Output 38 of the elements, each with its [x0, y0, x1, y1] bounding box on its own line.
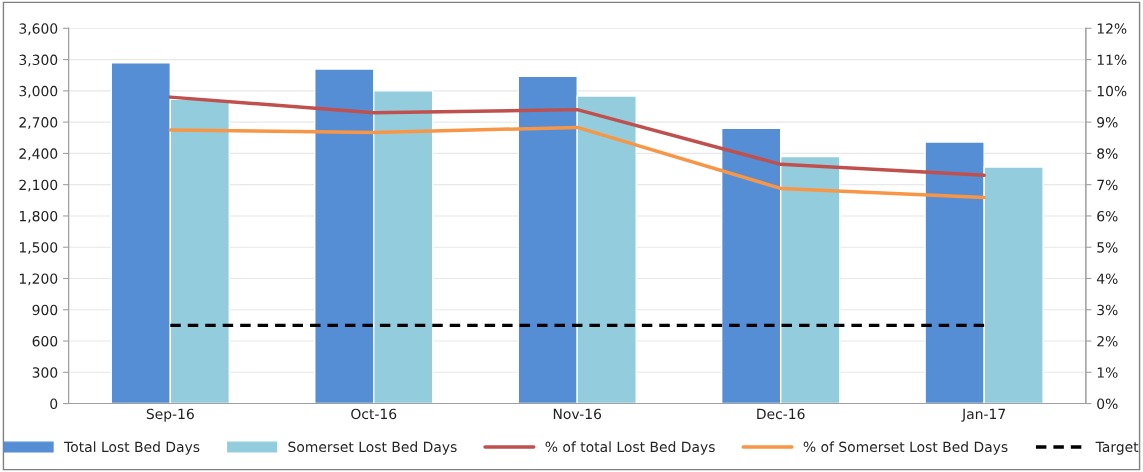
- y2-tick-label: 6%: [1097, 210, 1118, 222]
- y-tick-label: 1,800: [19, 210, 58, 223]
- y-tick-label: 900: [32, 304, 58, 316]
- y-tick-label: 2,400: [19, 148, 58, 161]
- y-tick-label: 0: [50, 398, 58, 410]
- line-series: [168, 95, 986, 178]
- y2-tick-label: 2%: [1097, 335, 1118, 347]
- y2-tick-label: 0%: [1097, 398, 1118, 410]
- y2-tick-label: 3%: [1097, 304, 1118, 316]
- y2-tick-label: 5%: [1097, 242, 1118, 253]
- y2-tick-label: 11%: [1097, 54, 1127, 66]
- y2-tick-label: 9%: [1097, 117, 1118, 128]
- y-tick-label: 3,600: [19, 23, 58, 36]
- legend-label: Somerset Lost Bed Days: [288, 441, 457, 455]
- y2-tick-label: 10%: [1097, 85, 1127, 97]
- legend-label: Target: [1095, 441, 1139, 455]
- x-tick-label: Sep-16: [146, 408, 194, 422]
- line-series: [168, 125, 986, 200]
- y-tick-label: 300: [32, 367, 58, 378]
- y2-tick-label: 12%: [1097, 23, 1127, 34]
- y-tick-label: 3,000: [19, 85, 58, 98]
- legend-label: % of Somerset Lost Bed Days: [803, 441, 1008, 455]
- y2-tick-label: 8%: [1097, 148, 1118, 159]
- x-tick-label: Oct-16: [351, 408, 397, 420]
- legend-label: % of total Lost Bed Days: [545, 441, 715, 455]
- y-tick-label: 1,200: [19, 273, 58, 286]
- y2-tick-label: 1%: [1097, 367, 1118, 378]
- legend-label: Total Lost Bed Days: [64, 441, 200, 455]
- x-tick-label: Nov-16: [553, 408, 602, 420]
- y2-tick-label: 7%: [1097, 179, 1118, 191]
- x-tick-label: Jan-17: [961, 408, 1005, 422]
- y-tick-label: 1,500: [19, 242, 58, 255]
- y-tick-label: 3,300: [19, 54, 58, 67]
- y-tick-label: 2,100: [19, 179, 58, 192]
- x-tick-label: Dec-16: [757, 408, 805, 420]
- y2-tick-label: 4%: [1096, 273, 1118, 284]
- y-tick-label: 600: [32, 335, 58, 347]
- y-tick-label: 2,700: [19, 117, 58, 130]
